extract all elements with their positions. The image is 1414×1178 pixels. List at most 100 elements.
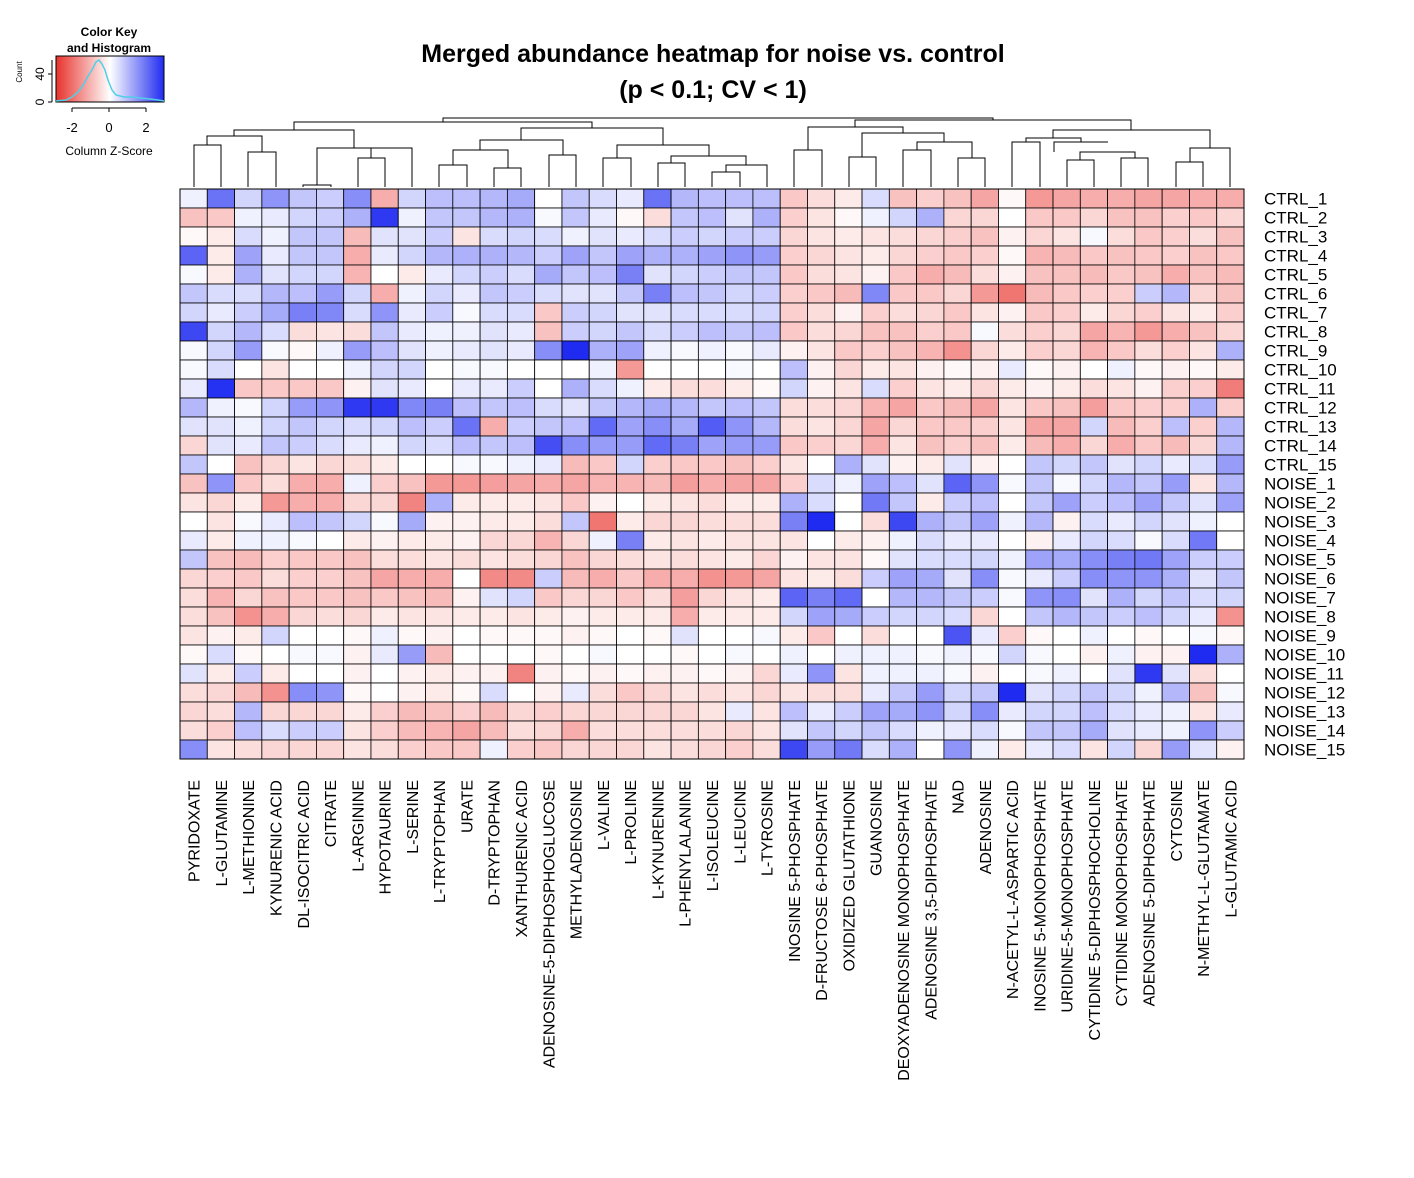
- heatmap-cell: [752, 739, 781, 760]
- heatmap-cell: [943, 682, 972, 703]
- heatmap-cell: [616, 568, 645, 589]
- heatmap-cell: [1189, 720, 1218, 741]
- heatmap-cell: [616, 359, 645, 380]
- heatmap-cell: [397, 226, 426, 247]
- heatmap-cell: [1107, 245, 1136, 266]
- heatmap-cell: [779, 720, 808, 741]
- heatmap-cell: [725, 644, 754, 665]
- heatmap-cell: [1107, 739, 1136, 760]
- heatmap-cell: [561, 549, 590, 570]
- heatmap-cell: [506, 739, 536, 760]
- heatmap-cell: [206, 435, 235, 456]
- heatmap-cell: [588, 435, 617, 456]
- heatmap-cell: [179, 302, 208, 323]
- heatmap-cell: [288, 321, 317, 342]
- heatmap-cell: [888, 416, 918, 437]
- heatmap-cell: [234, 739, 263, 760]
- heatmap-cell: [261, 378, 290, 399]
- heatmap-cell: [725, 606, 754, 627]
- heatmap-cell: [561, 473, 590, 494]
- heatmap-cell: [697, 587, 727, 608]
- heatmap-cell: [697, 340, 727, 361]
- heatmap-cell: [697, 435, 727, 456]
- heatmap-cell: [179, 321, 208, 342]
- heatmap-cell: [1189, 226, 1218, 247]
- heatmap-cell: [1189, 473, 1218, 494]
- heatmap-cell: [1134, 663, 1163, 684]
- heatmap-cell: [343, 682, 372, 703]
- heatmap-cell: [1216, 188, 1245, 209]
- heatmap-cell: [370, 378, 399, 399]
- heatmap-cell: [234, 397, 263, 418]
- heatmap-cell: [861, 359, 890, 380]
- heatmap-cell: [316, 397, 345, 418]
- heatmap-cell: [916, 359, 945, 380]
- heatmap-cell: [1052, 492, 1081, 513]
- heatmap-cell: [1161, 207, 1190, 228]
- heatmap-cell: [588, 663, 617, 684]
- heatmap-cell: [1079, 397, 1108, 418]
- heatmap-cell: [1216, 207, 1245, 228]
- heatmap-cell: [588, 416, 617, 437]
- heatmap-cell: [1107, 606, 1136, 627]
- heatmap-cell: [479, 188, 508, 209]
- heatmap-cell: [1134, 188, 1163, 209]
- heatmap-cell: [206, 492, 235, 513]
- heatmap-cell: [725, 625, 754, 646]
- heatmap-cell: [752, 302, 781, 323]
- heatmap-cell: [697, 739, 727, 760]
- heatmap-cell: [888, 644, 918, 665]
- heatmap-cell: [1161, 511, 1190, 532]
- heatmap-cell: [670, 568, 699, 589]
- heatmap-cell: [888, 701, 918, 722]
- heatmap-cell: [1052, 359, 1081, 380]
- heatmap-cell: [206, 188, 235, 209]
- heatmap-cell: [288, 492, 317, 513]
- heatmap-cell: [752, 264, 781, 285]
- heatmap-cell: [234, 720, 263, 741]
- heatmap-cell: [425, 378, 454, 399]
- heatmap-cell: [1025, 226, 1054, 247]
- heatmap-cell: [616, 511, 645, 532]
- heatmap-cell: [1025, 416, 1054, 437]
- heatmap-cell: [643, 207, 672, 228]
- column-label: L-GLUTAMINE: [214, 780, 231, 886]
- heatmap-cell: [452, 454, 481, 475]
- heatmap-cell: [1107, 530, 1136, 551]
- heatmap-cell: [343, 264, 372, 285]
- heatmap-cell: [179, 492, 208, 513]
- heatmap-cell: [452, 739, 481, 760]
- heatmap-cell: [179, 454, 208, 475]
- heatmap-border: [179, 188, 1245, 760]
- heatmap-cell: [670, 511, 699, 532]
- heatmap-cell: [725, 549, 754, 570]
- heatmap-cell: [425, 549, 454, 570]
- chart-title-line2: (p < 0.1; CV < 1): [619, 76, 807, 104]
- heatmap-cell: [643, 549, 672, 570]
- heatmap-cell: [1134, 625, 1163, 646]
- heatmap-cell: [1161, 321, 1190, 342]
- heatmap-cell: [288, 454, 317, 475]
- heatmap-cell: [834, 625, 863, 646]
- heatmap-cell: [179, 663, 208, 684]
- heatmap-cell: [506, 245, 536, 266]
- heatmap-cell: [425, 188, 454, 209]
- heatmap-cell: [261, 321, 290, 342]
- heatmap-cell: [1079, 207, 1108, 228]
- heatmap-cell: [1025, 720, 1054, 741]
- heatmap-cell: [316, 549, 345, 570]
- heatmap-cell: [998, 188, 1027, 209]
- row-label: CTRL_7: [1264, 304, 1327, 323]
- heatmap-cell: [1216, 226, 1245, 247]
- heatmap-cell: [725, 473, 754, 494]
- heatmap-cell: [1189, 359, 1218, 380]
- heatmap-cell: [425, 321, 454, 342]
- heatmap-cell: [998, 720, 1027, 741]
- heatmap-cell: [179, 625, 208, 646]
- heatmap-cell: [343, 359, 372, 380]
- heatmap-cell: [1025, 606, 1054, 627]
- heatmap-cell: [998, 739, 1027, 760]
- heatmap-cell: [888, 587, 918, 608]
- heatmap-cell: [861, 701, 890, 722]
- heatmap-cell: [616, 207, 645, 228]
